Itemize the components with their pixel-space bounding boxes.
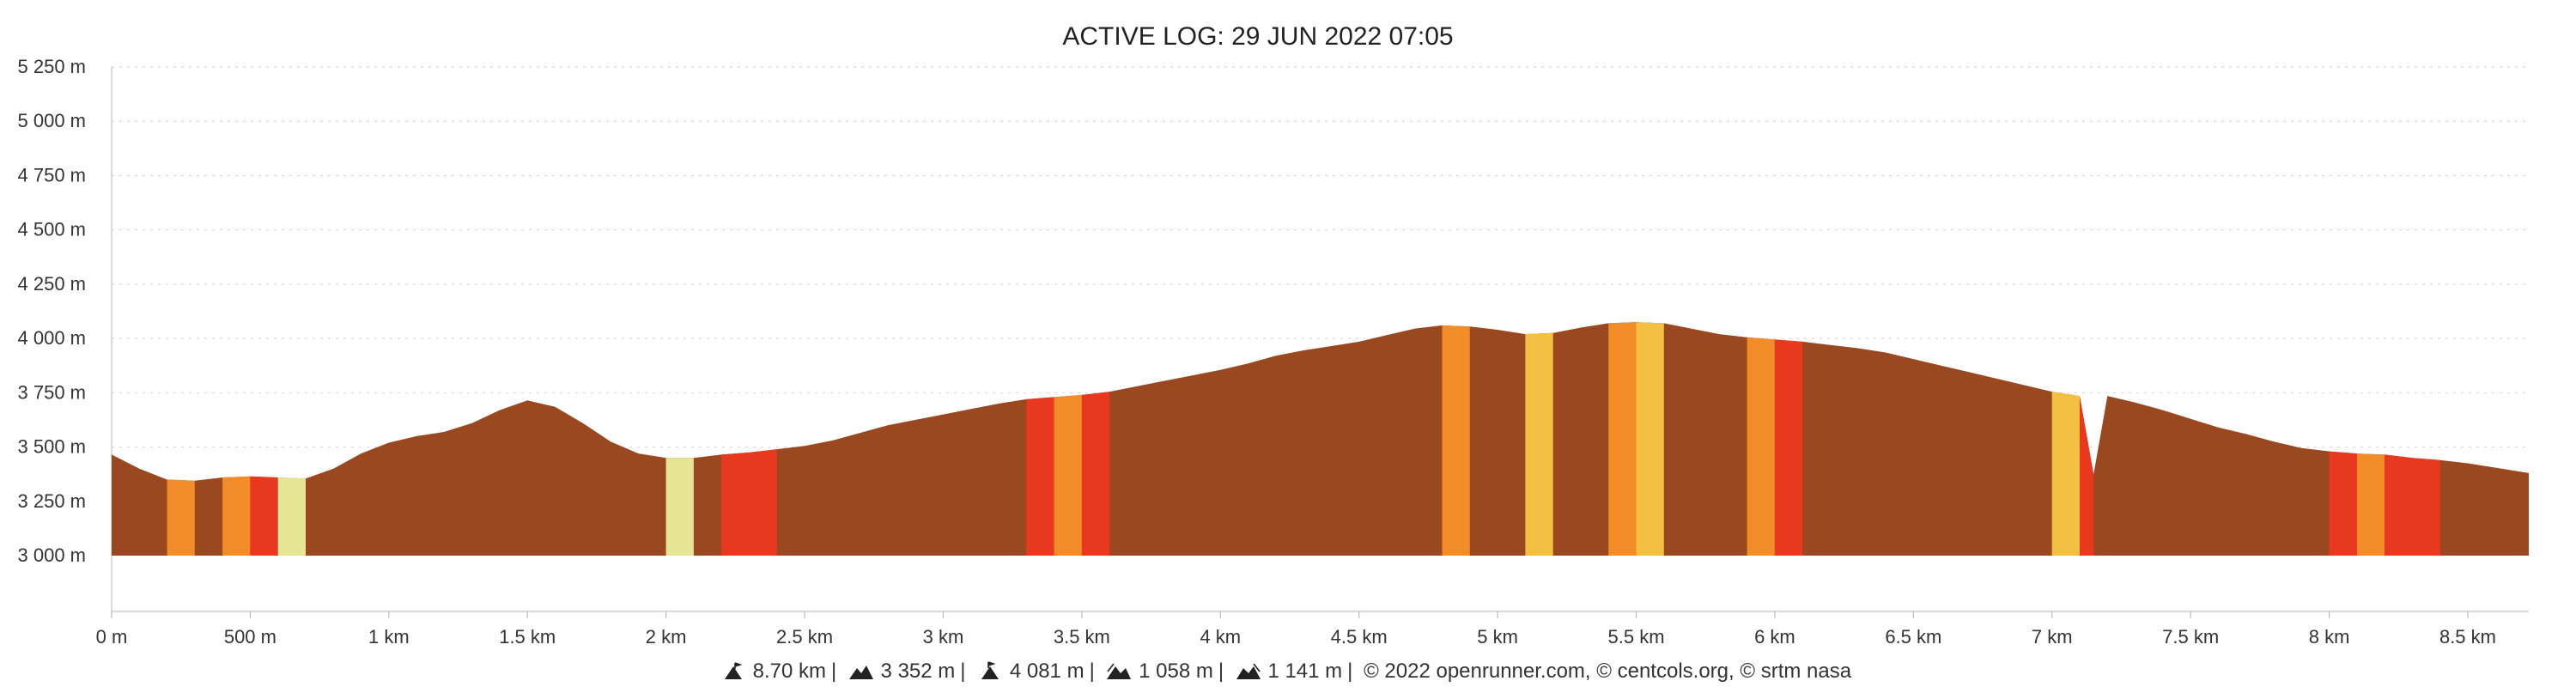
slope-segment: [1774, 339, 1803, 556]
slope-segment: [665, 458, 694, 556]
slope-segment: [1026, 397, 1054, 556]
slope-segment: [2051, 392, 2080, 556]
x-tick-label: 3 km: [923, 626, 964, 647]
min-altitude-value: 4 081 m: [1009, 660, 1084, 683]
x-tick-label: 0 m: [96, 626, 128, 647]
slope-segments: [167, 322, 2440, 556]
x-tick-label: 4.5 km: [1331, 626, 1388, 647]
slope-segment: [2080, 396, 2094, 556]
slope-segment: [222, 476, 251, 556]
distance-icon: [724, 662, 743, 679]
elevation-area: [112, 322, 2529, 556]
slope-segment: [1442, 325, 1470, 556]
slope-segment: [1747, 337, 1775, 556]
y-tick-label: 5 000 m: [18, 110, 87, 131]
slope-segment: [1608, 322, 1637, 556]
slope-segment: [1054, 394, 1082, 556]
max-altitude-icon: [848, 666, 873, 679]
x-tick-label: 4 km: [1200, 626, 1241, 647]
x-tick-label: 8 km: [2309, 626, 2350, 647]
copyright-text: © 2022 openrunner.com, © centcols.org, ©…: [1364, 660, 1852, 683]
ascent-icon: [1107, 663, 1132, 679]
max-altitude-value: 3 352 m: [880, 660, 956, 683]
elevation-profile: [112, 322, 2529, 556]
x-tick-label: 6 km: [1754, 626, 1795, 647]
slope-segment: [2356, 453, 2385, 556]
slope-segment: [2385, 454, 2440, 556]
descent-value: 1 141 m: [1267, 660, 1343, 683]
chart-title: ACTIVE LOG: 29 JUN 2022 07:05: [1062, 22, 1453, 51]
x-tick-label: 2.5 km: [776, 626, 833, 647]
x-axis: 0 m 500 m 1 km 1.5 km 2 km 2.5 km 3 km 3.5 km 4 …: [96, 611, 2529, 647]
slope-segment: [721, 449, 777, 556]
y-tick-label: 4 500 m: [18, 219, 87, 240]
y-tick-label: 3 000 m: [18, 544, 87, 566]
slope-segment: [1636, 322, 1664, 556]
stats-footer: 8.70 km | 3 352 m | 4 081 m | 1 058 m | 1 14…: [0, 660, 2576, 684]
x-tick-label: 1 km: [368, 626, 410, 647]
x-tick-label: 7.5 km: [2162, 626, 2219, 647]
distance-value: 8.70 km: [752, 660, 826, 683]
x-tick-label: 8.5 km: [2439, 626, 2496, 647]
y-tick-label: 4 750 m: [18, 164, 87, 185]
y-axis: 3 000 m 3 250 m 3 500 m 3 750 m 4 000 m 4 250…: [18, 56, 112, 611]
y-tick-label: 4 000 m: [18, 327, 87, 349]
slope-segment: [1525, 332, 1553, 556]
slope-segment: [1081, 392, 1110, 556]
slope-segment: [167, 479, 195, 556]
x-tick-label: 500 m: [224, 626, 276, 647]
y-tick-label: 4 250 m: [18, 273, 87, 295]
x-tick-label: 7 km: [2032, 626, 2073, 647]
slope-segment: [277, 477, 306, 556]
slope-segment: [2329, 451, 2357, 556]
y-tick-label: 3 250 m: [18, 490, 87, 512]
y-tick-label: 3 500 m: [18, 436, 87, 458]
descent-icon: [1236, 663, 1261, 679]
ascent-value: 1 058 m: [1139, 660, 1213, 683]
y-tick-label: 3 750 m: [18, 381, 87, 403]
x-tick-label: 3.5 km: [1054, 626, 1110, 647]
y-tick-label: 5 250 m: [18, 56, 87, 77]
x-tick-label: 2 km: [646, 626, 687, 647]
x-tick-label: 5.5 km: [1608, 626, 1665, 647]
x-tick-label: 5 km: [1477, 626, 1518, 647]
elevation-chart: ACTIVE LOG: 29 JUN 2022 07:05 3 000 m 3 2…: [18, 22, 2529, 647]
min-altitude-icon: [981, 661, 999, 679]
x-tick-label: 6.5 km: [1885, 626, 1941, 647]
slope-segment: [250, 476, 278, 556]
x-tick-label: 1.5 km: [499, 626, 556, 647]
